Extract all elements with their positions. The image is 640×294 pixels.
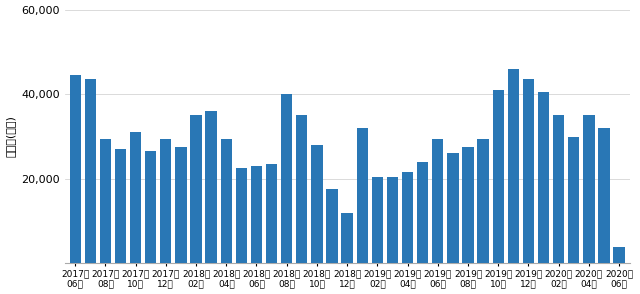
Bar: [311, 145, 323, 263]
Bar: [115, 149, 126, 263]
Bar: [266, 164, 277, 263]
Bar: [462, 147, 474, 263]
Bar: [296, 115, 307, 263]
Bar: [145, 151, 156, 263]
Bar: [508, 69, 519, 263]
Bar: [251, 166, 262, 263]
Bar: [84, 79, 96, 263]
Bar: [598, 128, 610, 263]
Bar: [236, 168, 247, 263]
Bar: [205, 111, 217, 263]
Bar: [432, 139, 444, 263]
Bar: [553, 115, 564, 263]
Bar: [447, 153, 458, 263]
Bar: [613, 247, 625, 263]
Bar: [70, 75, 81, 263]
Bar: [402, 173, 413, 263]
Bar: [568, 136, 579, 263]
Bar: [583, 115, 595, 263]
Bar: [342, 213, 353, 263]
Bar: [417, 162, 428, 263]
Bar: [175, 147, 187, 263]
Bar: [190, 115, 202, 263]
Bar: [493, 90, 504, 263]
Y-axis label: 거래량(건수): 거래량(건수): [6, 116, 15, 158]
Bar: [281, 94, 292, 263]
Bar: [387, 177, 398, 263]
Bar: [100, 139, 111, 263]
Bar: [160, 139, 172, 263]
Bar: [326, 189, 338, 263]
Bar: [523, 79, 534, 263]
Bar: [372, 177, 383, 263]
Bar: [538, 92, 549, 263]
Bar: [221, 139, 232, 263]
Bar: [130, 132, 141, 263]
Bar: [477, 139, 489, 263]
Bar: [356, 128, 368, 263]
